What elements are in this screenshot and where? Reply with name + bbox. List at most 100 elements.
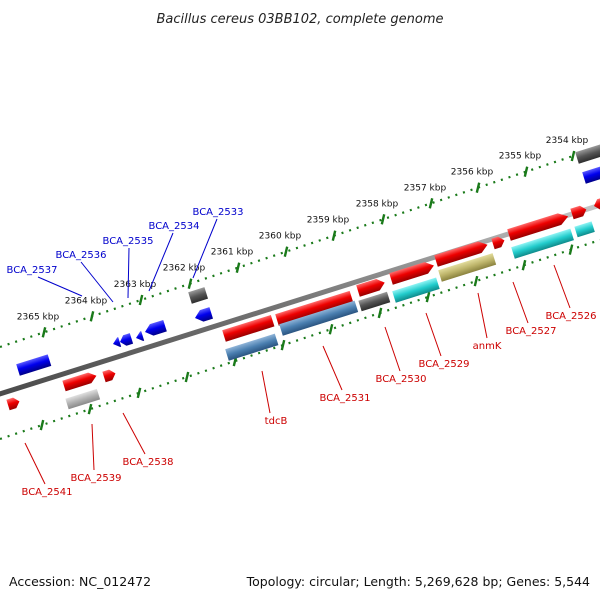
- scale-tick: [283, 246, 289, 257]
- label-leader-line: [384, 326, 401, 372]
- scale-tick: [187, 278, 193, 289]
- gene-bca-2530[interactable]: [356, 277, 386, 297]
- scale-tracks: 2354 kbp 2355 kbp 2356 kbp 2357 kbp 2358 kbp…: [0, 136, 600, 441]
- feature-gray-2[interactable]: [575, 144, 600, 164]
- gene-label-forward[interactable]: BCA_2527: [506, 326, 557, 337]
- feature-gray-1[interactable]: [188, 287, 209, 304]
- scale-label: 2362 kbp: [163, 264, 206, 274]
- gene-bca-2527[interactable]: [491, 235, 506, 250]
- label-leader-line: [322, 345, 343, 391]
- gene-bca-2534[interactable]: [143, 319, 167, 338]
- label-leader-line: [127, 247, 130, 299]
- gene-shape: [511, 228, 574, 259]
- gene-bca-2536[interactable]: [111, 337, 122, 349]
- gene-shape: [6, 397, 20, 411]
- label-leader-line: [24, 442, 46, 485]
- scale-label: 2355 kbp: [499, 152, 542, 162]
- scale-tick: [523, 166, 529, 177]
- gene-shape: [195, 307, 214, 322]
- scale-label: 2354 kbp: [546, 136, 589, 146]
- gene-label-reverse[interactable]: BCA_2535: [103, 236, 154, 247]
- gene-label-forward[interactable]: BCA_2539: [71, 473, 122, 484]
- gene-shape: [16, 354, 52, 376]
- scale-tick: [280, 339, 286, 351]
- gene-shape: [570, 205, 587, 220]
- gene-bca-2531[interactable]: [275, 290, 354, 326]
- gene-label-forward[interactable]: anmK: [473, 341, 502, 352]
- gene-shape: [113, 337, 122, 347]
- scale-tick: [136, 387, 142, 399]
- domain-bca-2539[interactable]: [65, 388, 101, 410]
- gene-shape: [145, 319, 167, 336]
- feature-gray-3[interactable]: [358, 291, 391, 312]
- label-leader-line: [192, 218, 218, 279]
- gene-label-forward[interactable]: BCA_2530: [376, 374, 427, 385]
- gene-label-forward[interactable]: BCA_2526: [546, 311, 597, 322]
- gene-label-forward[interactable]: tdcB: [265, 416, 288, 427]
- gene-shape: [575, 144, 600, 164]
- domain-bca-2529[interactable]: [392, 277, 440, 303]
- scale-tick: [521, 259, 527, 271]
- domain-bca-2527[interactable]: [511, 228, 574, 259]
- gene-label-forward[interactable]: BCA_2538: [123, 457, 174, 468]
- scale-tick: [331, 230, 337, 241]
- accession-label: Accession: NC_012472: [9, 574, 151, 589]
- genome-info-label: Topology: circular; Length: 5,269,628 bp…: [246, 574, 590, 589]
- gene-shape: [62, 372, 97, 392]
- scale-tick: [475, 182, 481, 193]
- gene-bca-2526-b[interactable]: [570, 204, 588, 220]
- gene-shape: [389, 262, 434, 285]
- gene-label-reverse[interactable]: BCA_2536: [56, 250, 107, 261]
- scale-tick: [89, 311, 95, 322]
- gene-shape: [188, 287, 209, 304]
- scale-tick: [328, 323, 334, 335]
- label-leader-line: [37, 276, 83, 297]
- label-leader-line: [512, 281, 529, 324]
- gene-bca-2526-a[interactable]: [507, 211, 570, 241]
- label-leader-line: [261, 370, 271, 414]
- scale-label: 2359 kbp: [307, 216, 350, 226]
- scale-tick: [41, 327, 47, 338]
- domain-bca-2526[interactable]: [574, 221, 595, 238]
- gene-shape: [574, 221, 595, 238]
- label-leader-line: [553, 264, 571, 309]
- genome-backbone: [0, 202, 600, 397]
- gene-label-forward[interactable]: BCA_2531: [320, 393, 371, 404]
- scale-tick: [428, 198, 434, 209]
- label-leader-line: [477, 292, 488, 339]
- scale-tick: [39, 419, 45, 431]
- gene-anmk[interactable]: [434, 239, 489, 267]
- gene-label-reverse[interactable]: BCA_2534: [149, 221, 200, 232]
- gene-tdcb[interactable]: [222, 314, 275, 342]
- gene-shape: [491, 236, 505, 250]
- gene-bca-2538[interactable]: [102, 368, 117, 383]
- map-title: Bacillus cereus 03BB102, complete genome: [156, 12, 443, 27]
- gene-shape: [102, 369, 116, 383]
- scale-tick: [380, 214, 386, 225]
- gene-bca-2541[interactable]: [6, 396, 21, 411]
- lower-scale-track: [0, 238, 600, 441]
- domain-anmk[interactable]: [438, 253, 497, 282]
- domain-tdcb[interactable]: [225, 333, 279, 361]
- gene-bca-2529[interactable]: [389, 260, 436, 285]
- gene-label-reverse[interactable]: BCA_2537: [7, 265, 58, 276]
- label-leader-line: [80, 261, 114, 303]
- gene-label-forward[interactable]: BCA_2541: [22, 487, 73, 498]
- gene-bca-2535-a[interactable]: [118, 333, 134, 347]
- gene-bca-2539[interactable]: [62, 371, 98, 392]
- gene-bca-2535-b[interactable]: [134, 331, 145, 343]
- gene-bca-2533[interactable]: [193, 307, 214, 324]
- gene-bca-2537[interactable]: [16, 354, 52, 376]
- scale-tick: [235, 262, 241, 273]
- label-leader-line: [148, 232, 174, 292]
- scale-tick: [568, 244, 574, 255]
- gene-label-forward[interactable]: BCA_2529: [419, 359, 470, 370]
- scale-tick: [138, 294, 144, 306]
- gene-bca-top-blue[interactable]: [582, 166, 600, 184]
- scale-tick: [184, 371, 190, 383]
- gene-label-reverse[interactable]: BCA_2533: [193, 207, 244, 218]
- domain-bca-2531[interactable]: [279, 300, 359, 336]
- scale-label: 2361 kbp: [211, 248, 254, 258]
